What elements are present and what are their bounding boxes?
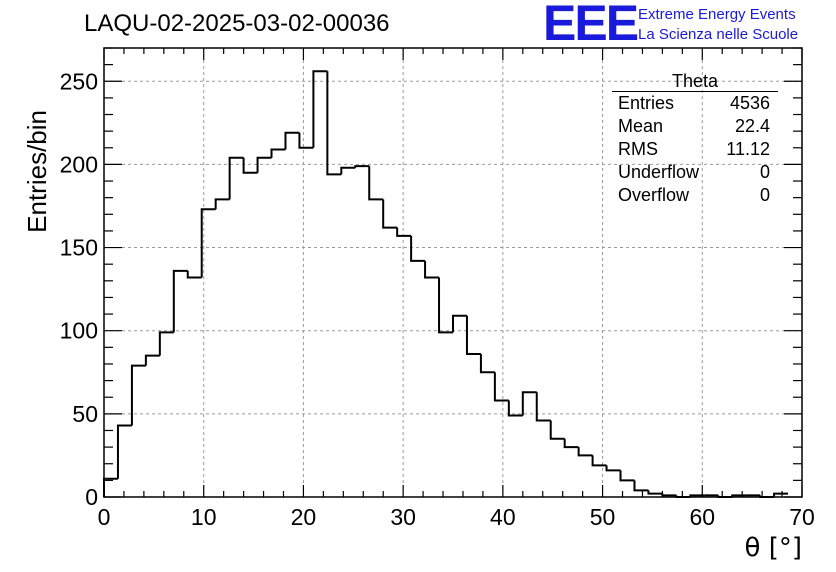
histogram-bin (270, 148, 286, 158)
histogram-bin (479, 353, 495, 374)
histogram-bin (535, 392, 551, 422)
stats-value: 0 (759, 185, 770, 205)
histogram-bin (144, 354, 160, 366)
x-tick-label: 60 (689, 504, 715, 530)
run-title: LAQU-02-2025-03-02-00036 (84, 10, 390, 37)
histogram-bin (340, 166, 356, 175)
histogram-bin (368, 166, 384, 201)
x-tick-label: 30 (390, 504, 416, 530)
stats-label: Entries (618, 93, 675, 113)
x-tick-label: 20 (291, 504, 317, 530)
histogram-bin (452, 314, 467, 333)
histogram-bin (298, 132, 314, 149)
histogram-bin (256, 156, 272, 173)
stats-label: Overflow (618, 185, 690, 205)
histogram-bin (507, 400, 523, 417)
y-axis-label: Entries/bin (22, 110, 52, 233)
x-tick-label: 50 (590, 504, 616, 530)
y-tick-label: 50 (72, 401, 98, 427)
y-tick-label: 250 (60, 68, 98, 94)
stats-value: 0 (759, 162, 770, 182)
histogram-bin (103, 477, 118, 497)
histogram-bin (438, 277, 453, 334)
histogram-bin (465, 315, 481, 355)
histogram-bin (186, 270, 202, 279)
histogram-bin (284, 131, 300, 150)
eee-logo: EEE (543, 0, 639, 51)
histogram-bin (410, 235, 426, 262)
histogram-bin (493, 372, 509, 402)
stats-row-underflow: Underflow 0 (612, 161, 778, 184)
histogram-bin (382, 199, 398, 229)
y-tick-label: 150 (60, 235, 98, 261)
histogram-bin (242, 157, 258, 174)
histogram-bin (312, 70, 328, 148)
histogram-bin (158, 331, 174, 356)
stats-value: 22.4 (734, 116, 770, 136)
y-tick-label: 200 (60, 151, 98, 177)
stats-row-entries: Entries 4536 (612, 92, 778, 115)
y-tick-label: 0 (85, 484, 98, 510)
histogram-bin (396, 227, 412, 237)
stats-label: Mean (618, 116, 664, 136)
histogram-bin (563, 438, 579, 449)
stats-value: 4536 (729, 93, 770, 113)
histogram-bin (549, 420, 565, 440)
histogram-bin (647, 490, 663, 495)
histogram-bin (214, 198, 230, 210)
histogram-bin (577, 447, 593, 457)
histogram-bin (424, 260, 440, 279)
histogram-bin (633, 480, 649, 492)
histogram-bin (591, 455, 607, 467)
x-tick-label: 70 (789, 504, 815, 530)
histogram-bin (619, 470, 635, 482)
stats-row-rms: RMS 11.12 (612, 138, 778, 161)
histogram-bin (172, 269, 188, 333)
x-tick-label: 10 (191, 504, 217, 530)
histogram-bin (200, 208, 216, 278)
histogram-bin (605, 465, 621, 472)
logo-tagline-1: Extreme Energy Events (638, 6, 796, 23)
stats-label: RMS (618, 139, 658, 159)
stats-title: Theta (612, 71, 778, 92)
stats-row-mean: Mean 22.4 (612, 115, 778, 138)
histogram-bin (228, 156, 244, 200)
histogram-bin (130, 364, 146, 426)
y-tick-label: 100 (60, 318, 98, 344)
x-tick-label: 0 (98, 504, 111, 530)
stats-box: Theta Entries 4536 Mean 22.4 RMS 11.12 U… (612, 71, 778, 207)
stats-row-overflow: Overflow 0 (612, 184, 778, 207)
plot-frame (103, 47, 803, 498)
stats-value: 11.12 (726, 139, 770, 159)
histogram-bin (661, 493, 677, 497)
histogram-bin (521, 391, 537, 416)
logo-tagline-2: La Scienza nelle Scuole (638, 26, 799, 43)
histogram-bin (116, 424, 132, 479)
stats-label: Underflow (618, 162, 700, 182)
x-tick-label: 40 (490, 504, 516, 530)
histogram-bin (326, 71, 342, 176)
histogram-bin (773, 492, 789, 497)
histogram-bin (354, 165, 370, 168)
x-axis-label: θ [°] (744, 533, 802, 563)
